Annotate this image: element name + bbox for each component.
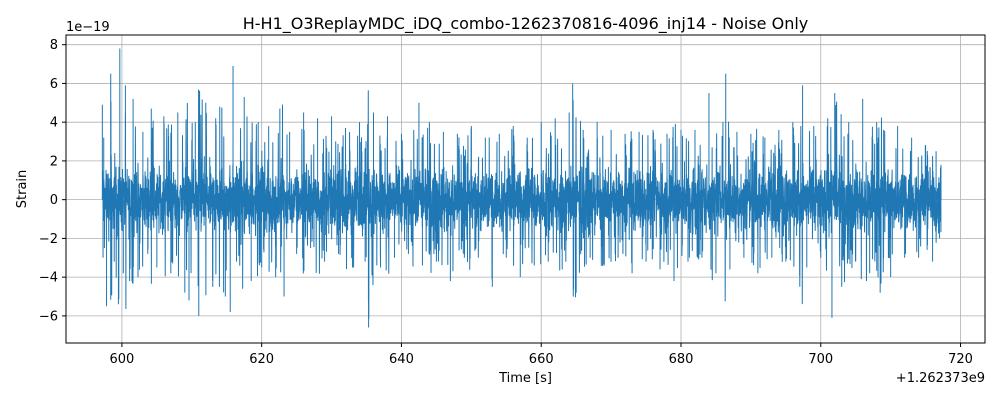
plot-area: 600 620 640 660 680 700 720 −6 −4 −2 0 2 4 6 8 [39,34,986,367]
y-tick-label: 0 [50,193,58,208]
y-tick-label: −2 [39,232,58,247]
y-scale-label: 1e−19 [66,20,110,35]
x-tick-label: 680 [669,352,694,367]
y-tick-label: 4 [50,116,58,131]
y-tick-label: −4 [39,271,58,286]
axes-frame [65,34,986,344]
series-group [101,48,942,328]
y-tick-label: 2 [50,154,58,169]
y-tick-label: 8 [50,38,58,53]
chart-title: H-H1_O3ReplayMDC_iDQ_combo-1262370816-40… [243,14,809,34]
y-axis-ticks: −6 −4 −2 0 2 4 6 8 [39,38,66,324]
x-tick-label: 720 [948,352,973,367]
noise-trace [101,89,942,319]
x-axis-label: Time [s] [498,371,552,386]
x-tick-label: 620 [249,352,274,367]
y-tick-label: 6 [50,77,58,92]
x-tick-label: 660 [529,352,554,367]
x-offset-label: +1.262373e9 [896,371,985,386]
x-tick-label: 700 [808,352,833,367]
y-tick-label: −6 [39,309,58,324]
x-tick-label: 600 [109,352,134,367]
x-tick-label: 640 [389,352,414,367]
y-axis-label: Strain [15,170,30,209]
x-axis-ticks: 600 620 640 660 680 700 720 [109,343,973,367]
